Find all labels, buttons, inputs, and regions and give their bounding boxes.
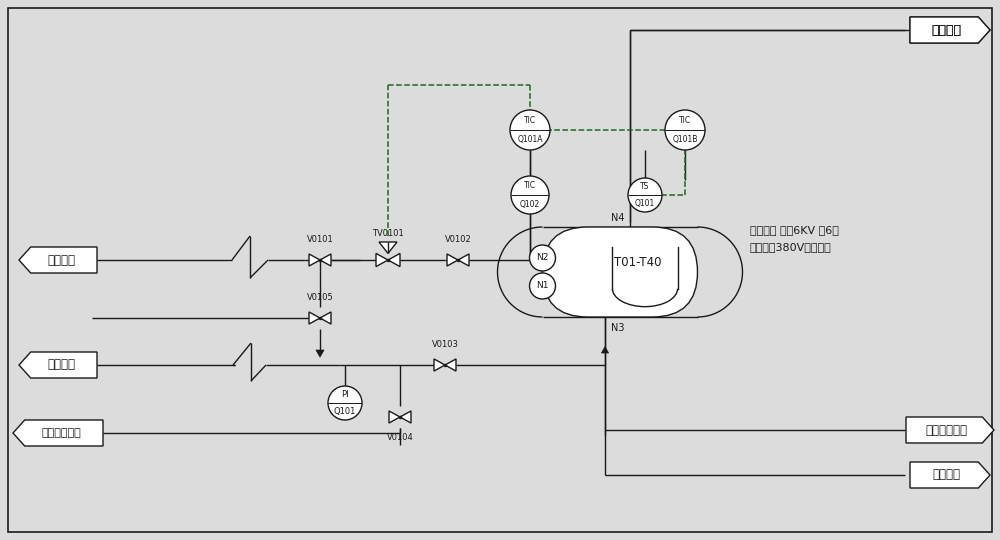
Text: N3: N3: [611, 323, 624, 333]
Polygon shape: [389, 411, 400, 423]
Polygon shape: [400, 411, 411, 423]
Circle shape: [510, 110, 550, 150]
Circle shape: [530, 273, 556, 299]
Polygon shape: [316, 350, 324, 357]
Text: 一次热媒: 一次热媒: [48, 253, 76, 267]
Text: V0103: V0103: [432, 340, 458, 349]
Text: 二次热媒排放: 二次热媒排放: [925, 423, 967, 436]
Polygon shape: [309, 312, 320, 324]
Polygon shape: [320, 312, 331, 324]
Text: 一次热媒: 一次热媒: [48, 359, 76, 372]
Circle shape: [628, 178, 662, 212]
Polygon shape: [445, 359, 456, 371]
Polygon shape: [601, 347, 609, 353]
Text: TS: TS: [640, 183, 650, 191]
Text: PI: PI: [341, 390, 349, 400]
Polygon shape: [447, 254, 458, 266]
Text: TV0101: TV0101: [372, 229, 404, 238]
FancyBboxPatch shape: [542, 227, 698, 317]
Polygon shape: [910, 17, 990, 43]
Text: 二次热媒: 二次热媒: [931, 24, 961, 37]
Polygon shape: [309, 254, 320, 266]
Text: TIC: TIC: [679, 116, 691, 125]
Polygon shape: [320, 254, 331, 266]
Circle shape: [530, 245, 556, 271]
Polygon shape: [906, 417, 994, 443]
Text: Q101A: Q101A: [517, 135, 543, 144]
Text: 电加热炉 每组6KV 兲6组: 电加热炉 每组6KV 兲6组: [750, 225, 839, 235]
Text: N2: N2: [536, 253, 549, 262]
Text: 二次热媒: 二次热媒: [931, 24, 961, 37]
Text: Q102: Q102: [520, 200, 540, 208]
Circle shape: [511, 176, 549, 214]
Text: 燃媒填充: 燃媒填充: [932, 469, 960, 482]
Polygon shape: [19, 247, 97, 273]
Text: N4: N4: [611, 213, 624, 223]
Circle shape: [328, 386, 362, 420]
Polygon shape: [19, 352, 97, 378]
Text: 一次热媒排放: 一次热媒排放: [42, 428, 81, 438]
Text: N1: N1: [536, 281, 549, 291]
Polygon shape: [458, 254, 469, 266]
Text: V0104: V0104: [387, 433, 413, 442]
Text: TIC: TIC: [524, 181, 536, 191]
Text: TIC: TIC: [524, 116, 536, 125]
Polygon shape: [379, 242, 397, 253]
Circle shape: [665, 110, 705, 150]
Text: V0105: V0105: [307, 293, 333, 302]
Polygon shape: [910, 462, 990, 488]
Text: Q101B: Q101B: [672, 135, 698, 144]
Text: V0102: V0102: [445, 235, 471, 244]
Polygon shape: [376, 253, 388, 267]
Polygon shape: [13, 420, 103, 446]
Polygon shape: [388, 253, 400, 267]
Text: Q101: Q101: [334, 407, 356, 416]
Text: T01-T40: T01-T40: [614, 255, 662, 268]
Polygon shape: [910, 17, 990, 43]
Text: V0101: V0101: [307, 235, 333, 244]
Text: 暂时考虑380V角换方式: 暂时考虑380V角换方式: [750, 242, 832, 252]
Text: Q101: Q101: [635, 199, 655, 208]
Polygon shape: [434, 359, 445, 371]
